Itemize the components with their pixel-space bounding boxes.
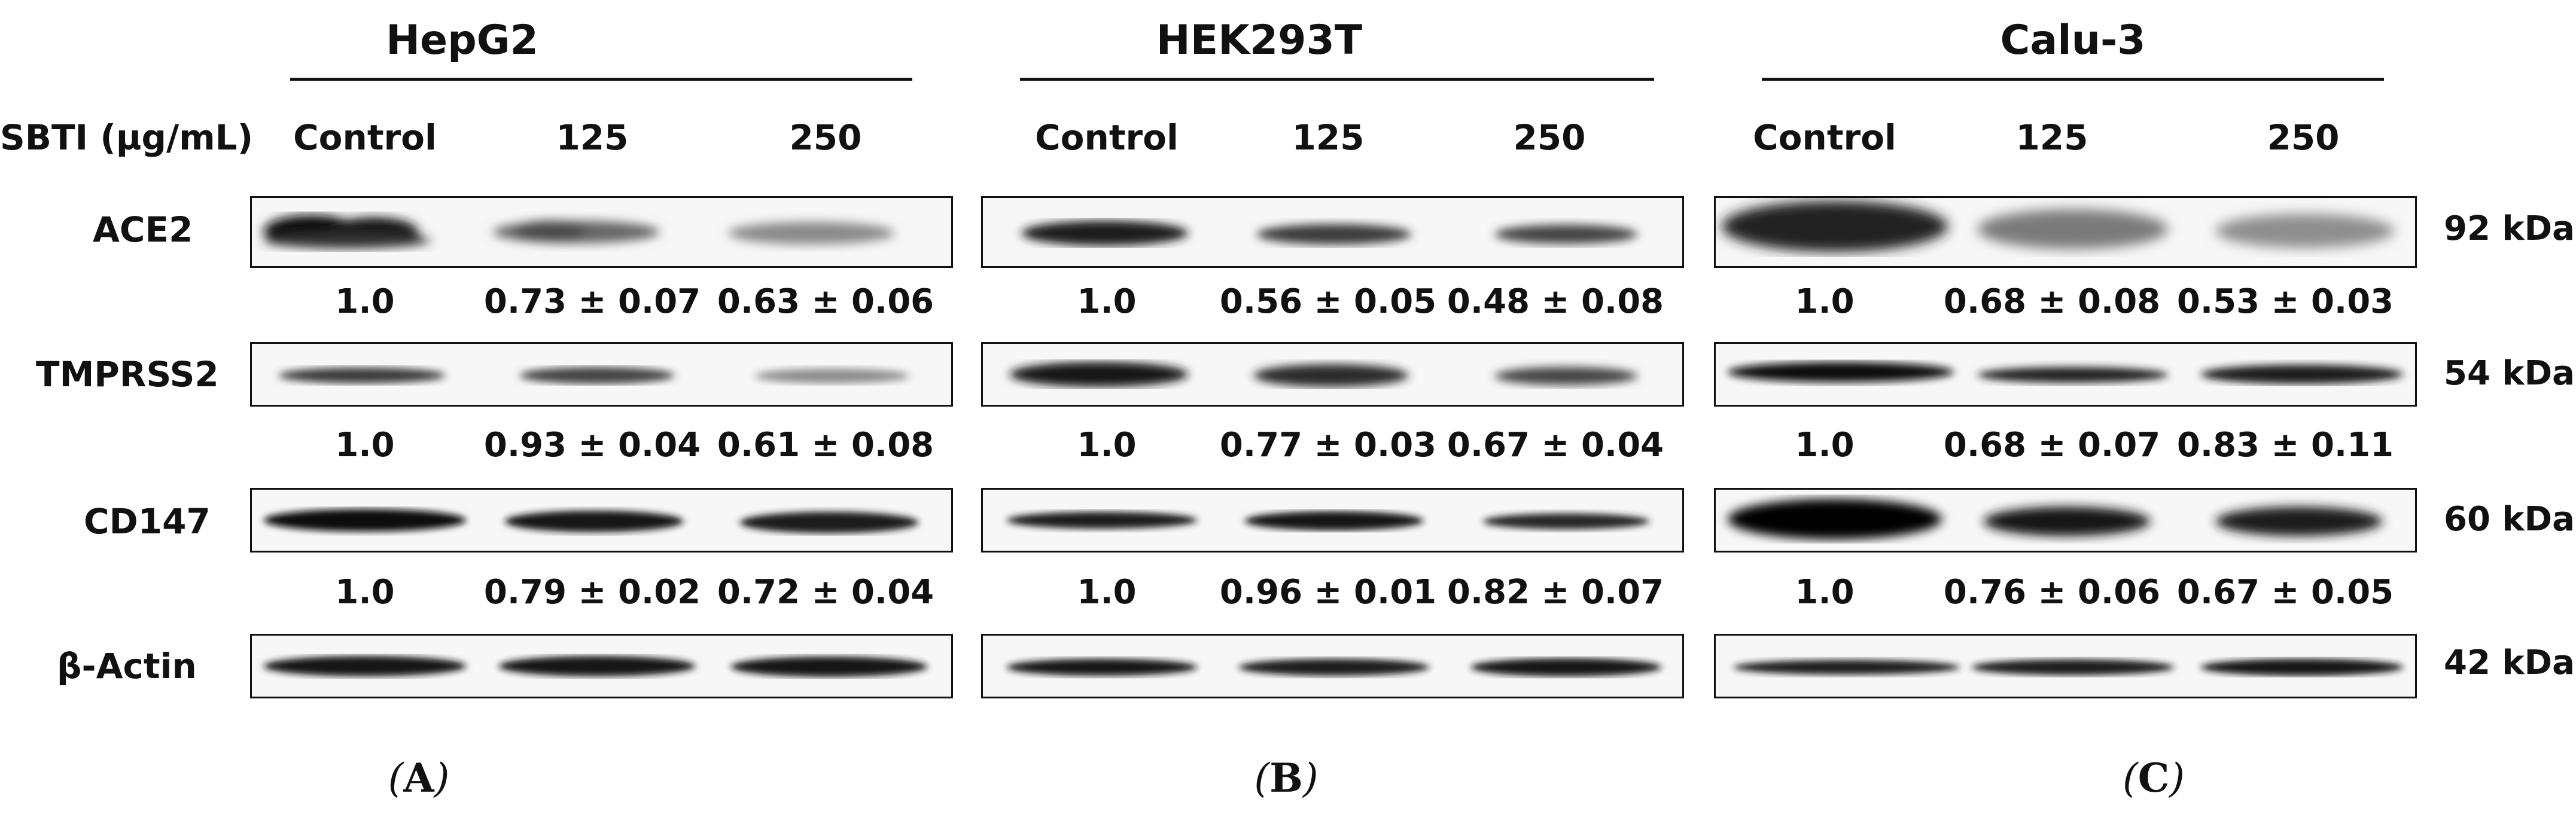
panel-b-tmprss2-blot: [981, 342, 1684, 407]
protein-label-ace2: ACE2: [93, 209, 193, 250]
panel-a-column-125: 125: [556, 117, 629, 158]
panel-a-ace2-quant-250: 0.63 ± 0.06: [717, 282, 934, 321]
panel-b-tmprss2-quant-125: 0.77 ± 0.03: [1219, 426, 1437, 465]
panel-b-cd147-quant-control: 1.0: [1077, 573, 1137, 612]
panel-a-cd147-quant-125: 0.79 ± 0.02: [483, 573, 701, 612]
panel-b-ace2-quant-250: 0.48 ± 0.08: [1447, 282, 1664, 321]
panel-b-ace2-quant-125: 0.56 ± 0.05: [1219, 282, 1437, 321]
panel-b-tmprss2-quant-250: 0.67 ± 0.04: [1447, 426, 1664, 465]
panel-a-label: (A): [388, 755, 450, 801]
protein-label-beta-actin: β-Actin: [57, 646, 197, 686]
panel-c-tmprss2-quant-control: 1.0: [1795, 426, 1855, 465]
panel-a-column-control: Control: [293, 117, 437, 158]
panel-c-title: Calu-3: [2000, 17, 2146, 64]
panel-b-title-underline: [1020, 78, 1654, 81]
panel-b-column-125: 125: [1292, 117, 1365, 158]
panel-a-column-250: 250: [789, 117, 862, 158]
panel-a-title-underline: [290, 78, 912, 81]
mw-label-tmprss2: 54 kDa: [2444, 354, 2575, 393]
panel-a-cd147-quant-control: 1.0: [335, 573, 395, 612]
panel-a-tmprss2-blot: [250, 342, 953, 407]
panel-c-title-underline: [1762, 78, 2384, 81]
panel-c-column-control: Control: [1753, 117, 1896, 158]
protein-label-cd147: CD147: [84, 501, 211, 542]
panel-b-cd147-quant-125: 0.96 ± 0.01: [1219, 573, 1437, 612]
panel-b-title: HEK293T: [1156, 17, 1363, 64]
panel-b-ace2-blot: [981, 196, 1684, 268]
panel-a-cd147-blot: [250, 488, 953, 553]
panel-c-cd147-blot: [1714, 488, 2417, 553]
panel-a-title: HepG2: [386, 17, 538, 64]
treatment-label: SBTI (µg/mL): [0, 117, 254, 158]
panel-b-label: (B): [1254, 755, 1319, 801]
panel-a-tmprss2-quant-control: 1.0: [335, 426, 395, 465]
panel-c-tmprss2-blot: [1714, 342, 2417, 407]
panel-b-cd147-quant-250: 0.82 ± 0.07: [1447, 573, 1664, 612]
panel-a-tmprss2-quant-250: 0.61 ± 0.08: [717, 426, 934, 465]
panel-b-column-control: Control: [1035, 117, 1179, 158]
panel-a-ace2-quant-control: 1.0: [335, 282, 395, 321]
panel-b-ace2-quant-control: 1.0: [1077, 282, 1137, 321]
panel-b-tmprss2-quant-control: 1.0: [1077, 426, 1137, 465]
panel-a-cd147-quant-250: 0.72 ± 0.04: [717, 573, 934, 612]
mw-label-beta-actin: 42 kDa: [2444, 643, 2575, 682]
panel-a-beta-actin-blot: [250, 634, 953, 698]
panel-b-column-250: 250: [1513, 117, 1586, 158]
mw-label-cd147: 60 kDa: [2444, 500, 2575, 539]
protein-label-tmprss2: TMPRSS2: [36, 354, 219, 395]
panel-c-ace2-quant-250: 0.53 ± 0.03: [2176, 282, 2394, 321]
panel-a-ace2-quant-125: 0.73 ± 0.07: [483, 282, 701, 321]
mw-label-ace2: 92 kDa: [2444, 209, 2575, 248]
panel-c-column-250: 250: [2267, 117, 2340, 158]
panel-b-cd147-blot: [981, 488, 1684, 553]
panel-c-label: (C): [2122, 755, 2185, 801]
panel-a-ace2-blot: [250, 196, 953, 268]
panel-a-tmprss2-quant-125: 0.93 ± 0.04: [483, 426, 701, 465]
panel-c-tmprss2-quant-250: 0.83 ± 0.11: [2176, 426, 2394, 465]
panel-c-cd147-quant-control: 1.0: [1795, 573, 1855, 612]
panel-b-beta-actin-blot: [981, 634, 1684, 698]
panel-c-ace2-quant-control: 1.0: [1795, 282, 1855, 321]
panel-c-beta-actin-blot: [1714, 634, 2417, 698]
panel-c-ace2-quant-125: 0.68 ± 0.08: [1943, 282, 2161, 321]
panel-c-ace2-blot: [1714, 196, 2417, 268]
panel-c-column-125: 125: [2015, 117, 2088, 158]
panel-c-cd147-quant-125: 0.76 ± 0.06: [1943, 573, 2161, 612]
panel-c-tmprss2-quant-125: 0.68 ± 0.07: [1943, 426, 2161, 465]
panel-c-cd147-quant-250: 0.67 ± 0.05: [2176, 573, 2394, 612]
